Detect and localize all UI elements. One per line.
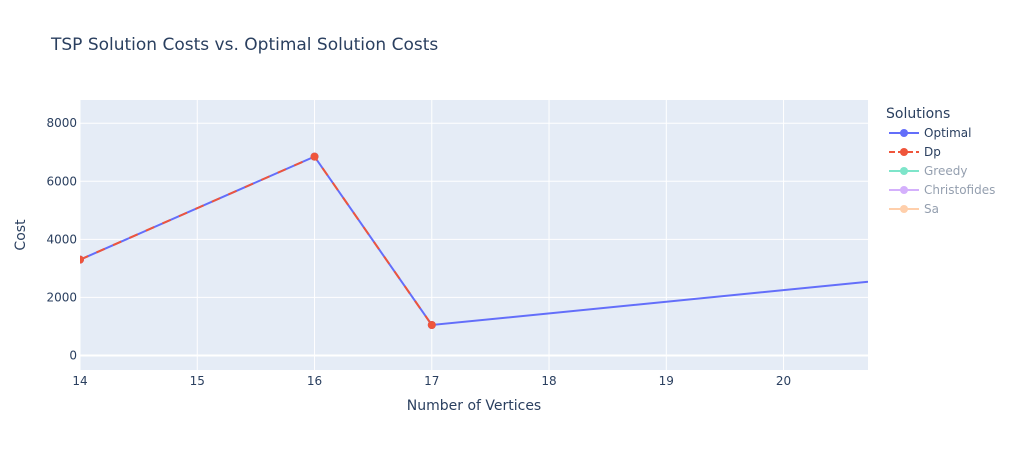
x-tick-label: 15 [190,374,205,388]
x-tick-label: 20 [776,374,791,388]
y-tick-label: 4000 [46,232,77,246]
legend-label: Dp [924,145,941,159]
legend-marker-icon [900,186,908,194]
legend-label: Greedy [924,164,967,178]
legend: Solutions Optimal Dp Greedy Christofides Sa [886,106,995,216]
grid [79,100,868,370]
series-point-dp [427,321,436,329]
y-tick-label: 8000 [46,116,77,130]
legend-item-christofides[interactable]: Christofides [889,183,995,197]
x-tick-label: 14 [72,374,87,388]
y-tick-label: 0 [69,348,77,362]
legend-item-optimal[interactable]: Optimal [889,126,971,140]
series-point-dp [80,255,84,264]
series-point-dp [310,152,319,161]
y-tick-label: 6000 [46,174,77,188]
x-tick-label: 19 [659,374,674,388]
legend-label: Sa [924,202,939,216]
y-axis-title: Cost [13,219,29,251]
y-tick-label: 2000 [46,290,77,304]
plot-area [80,100,868,370]
x-axis-title: Number of Vertices [407,398,541,414]
legend-marker-icon [900,148,908,156]
legend-item-dp[interactable]: Dp [889,145,941,159]
legend-marker-icon [900,167,908,175]
x-tick-label: 16 [307,374,322,388]
legend-title: Solutions [886,106,950,122]
legend-marker-icon [900,205,908,213]
legend-label: Christofides [924,183,995,197]
legend-label: Optimal [924,126,971,140]
series-layer [80,152,868,329]
legend-marker-icon [900,129,908,137]
legend-item-sa[interactable]: Sa [889,202,939,216]
x-tick-label: 17 [424,374,439,388]
ticks: 14 15 16 17 18 19 20 0 2000 4000 6000 8000 [46,116,791,388]
x-tick-label: 18 [541,374,556,388]
chart-title: TSP Solution Costs vs. Optimal Solution … [50,35,438,55]
legend-item-greedy[interactable]: Greedy [889,164,967,178]
